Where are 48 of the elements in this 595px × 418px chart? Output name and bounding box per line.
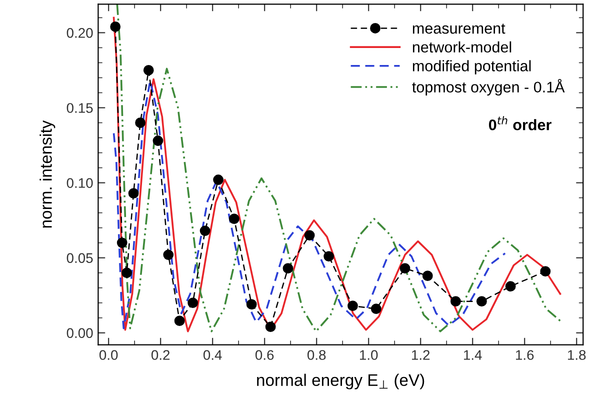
annotation: 0$^{th}$ order	[488, 116, 552, 130]
x-tick-label: 0.2	[151, 350, 170, 360]
point	[450, 296, 461, 307]
point	[143, 65, 154, 76]
x-tick-label: 1.8	[568, 350, 586, 360]
x-tick-label: 0.0	[99, 350, 118, 360]
point	[540, 266, 551, 277]
point	[152, 136, 164, 146]
point	[163, 250, 174, 260]
point	[324, 251, 334, 262]
y-tick-label: 0.15	[66, 103, 93, 113]
point	[228, 214, 240, 224]
point	[188, 298, 198, 308]
point	[135, 118, 146, 128]
legend-label: modified potential	[412, 60, 531, 74]
point	[110, 21, 121, 32]
x-tick-label: 1.6	[516, 350, 534, 360]
y-tick-label: 0.05	[66, 253, 93, 263]
point	[122, 268, 132, 278]
legend-label: network-model	[412, 41, 512, 53]
point	[128, 188, 139, 198]
y-tick-label: 0.20	[66, 28, 93, 38]
y-tick-label: 0.10	[66, 178, 93, 188]
x-tick-label: 1.4	[464, 350, 482, 360]
point	[348, 300, 358, 312]
x-tick-label: 0.8	[307, 350, 326, 360]
legend-label: topmost oxygen - 0.1Å	[412, 78, 565, 96]
point	[282, 263, 294, 274]
x-axis-title: normal energy E$_{⊥}$ (eV)	[257, 374, 424, 390]
y-tick-label: 0.00	[66, 328, 93, 338]
point	[174, 316, 185, 326]
legend-label: measurement	[412, 24, 506, 34]
y-axis-title: norm. intensity	[40, 120, 56, 228]
point	[304, 230, 315, 241]
point	[265, 322, 276, 332]
x-tick-label: 0.4	[203, 350, 222, 360]
point	[476, 296, 487, 307]
point	[213, 174, 224, 185]
point	[116, 238, 128, 248]
point	[246, 299, 257, 310]
x-tick-label: 1.2	[412, 350, 430, 360]
point	[400, 263, 410, 274]
point	[422, 270, 433, 282]
x-tick-label: 1.0	[360, 350, 378, 360]
point	[505, 281, 516, 292]
x-tick-label: 0.6	[255, 350, 274, 360]
point	[370, 304, 382, 314]
point	[200, 226, 210, 236]
